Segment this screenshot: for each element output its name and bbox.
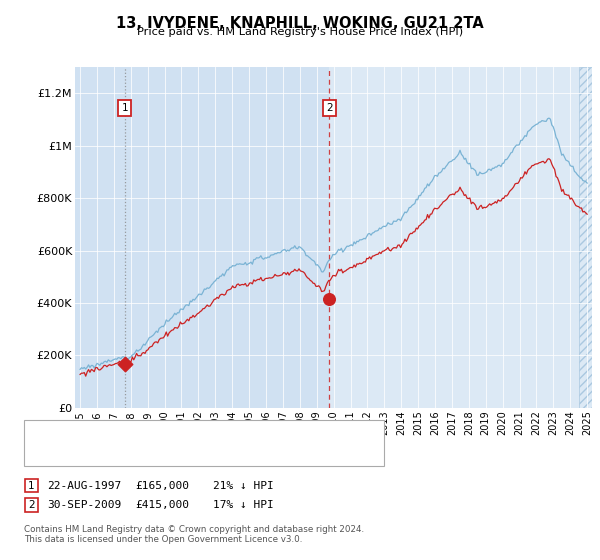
Text: 2: 2 — [326, 103, 332, 113]
Text: 13, IVYDENE, KNAPHILL, WOKING, GU21 2TA (detached house): 13, IVYDENE, KNAPHILL, WOKING, GU21 2TA … — [60, 427, 372, 437]
Text: Contains HM Land Registry data © Crown copyright and database right 2024.
This d: Contains HM Land Registry data © Crown c… — [24, 525, 364, 544]
Text: 13, IVYDENE, KNAPHILL, WOKING, GU21 2TA: 13, IVYDENE, KNAPHILL, WOKING, GU21 2TA — [116, 16, 484, 31]
Text: 1: 1 — [28, 480, 35, 491]
Text: —: — — [39, 446, 53, 460]
Text: —: — — [39, 426, 53, 440]
Text: £415,000: £415,000 — [135, 500, 189, 510]
Text: Price paid vs. HM Land Registry's House Price Index (HPI): Price paid vs. HM Land Registry's House … — [137, 27, 463, 37]
Text: 22-AUG-1997: 22-AUG-1997 — [47, 480, 121, 491]
Text: 2: 2 — [28, 500, 35, 510]
Bar — [75, 67, 329, 408]
Text: HPI: Average price, detached house, Woking: HPI: Average price, detached house, Woki… — [60, 448, 281, 458]
Text: 21% ↓ HPI: 21% ↓ HPI — [213, 480, 274, 491]
Point — [325, 295, 334, 304]
Point — [120, 360, 130, 369]
Text: 1: 1 — [121, 103, 128, 113]
Text: 17% ↓ HPI: 17% ↓ HPI — [213, 500, 274, 510]
Text: £165,000: £165,000 — [135, 480, 189, 491]
Text: 30-SEP-2009: 30-SEP-2009 — [47, 500, 121, 510]
Polygon shape — [578, 67, 592, 408]
